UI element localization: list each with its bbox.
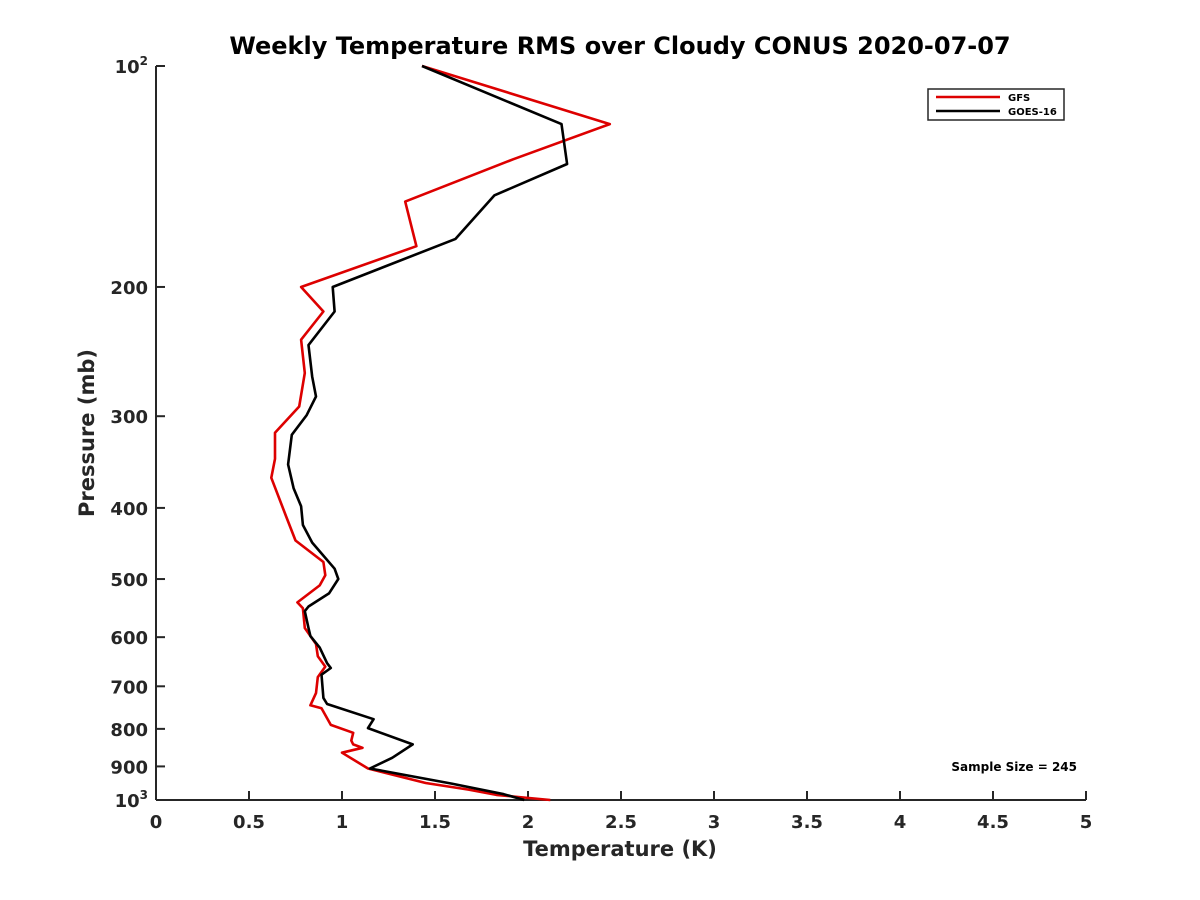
legend: GFS GOES-16 (927, 88, 1065, 121)
legend-label-gfs: GFS (1008, 93, 1030, 104)
legend-box (927, 88, 1065, 121)
x-tick-label: 2 (522, 812, 535, 833)
y-tick-label: 700 (110, 677, 148, 698)
chart-title: Weekly Temperature RMS over Cloudy CONUS… (229, 32, 1010, 60)
x-tick-label: 1.5 (419, 812, 451, 833)
x-tick-label: 1 (336, 812, 349, 833)
y-tick-label: 600 (110, 628, 148, 649)
series-line-goes16 (286, 64, 569, 802)
y-axis-label: Pressure (mb) (75, 349, 99, 517)
x-tick-label: 3 (708, 812, 721, 833)
series-line-gfs (269, 64, 612, 802)
x-tick-label: 2.5 (605, 812, 637, 833)
x-axis-label: Temperature (K) (523, 837, 717, 861)
x-tick-label: 3.5 (791, 812, 823, 833)
y-tick-label: 500 (110, 570, 148, 591)
y-tick-label: 300 (110, 407, 148, 428)
x-ticks: 0 0.5 1 1.5 2 2.5 3 3.5 4 4.5 5 (150, 791, 1093, 833)
y-tick-label: 800 (110, 720, 148, 741)
y-tick-label: 200 (110, 278, 148, 299)
x-tick-label: 4 (894, 812, 907, 833)
x-tick-label: 5 (1080, 812, 1093, 833)
x-tick-label: 0.5 (233, 812, 265, 833)
sample-size-annotation: Sample Size = 245 (951, 760, 1077, 774)
series-layer (269, 64, 612, 802)
plot-area: 0 0.5 1 1.5 2 2.5 3 3.5 4 4.5 5 1 0 2 200 300 400 500 600… (110, 54, 1092, 833)
legend-label-goes16: GOES-16 (1008, 107, 1057, 118)
y-tick-label: 900 (110, 757, 148, 778)
x-tick-label: 4.5 (977, 812, 1009, 833)
y-tick-label: 400 (110, 499, 148, 520)
x-tick-label: 0 (150, 812, 163, 833)
